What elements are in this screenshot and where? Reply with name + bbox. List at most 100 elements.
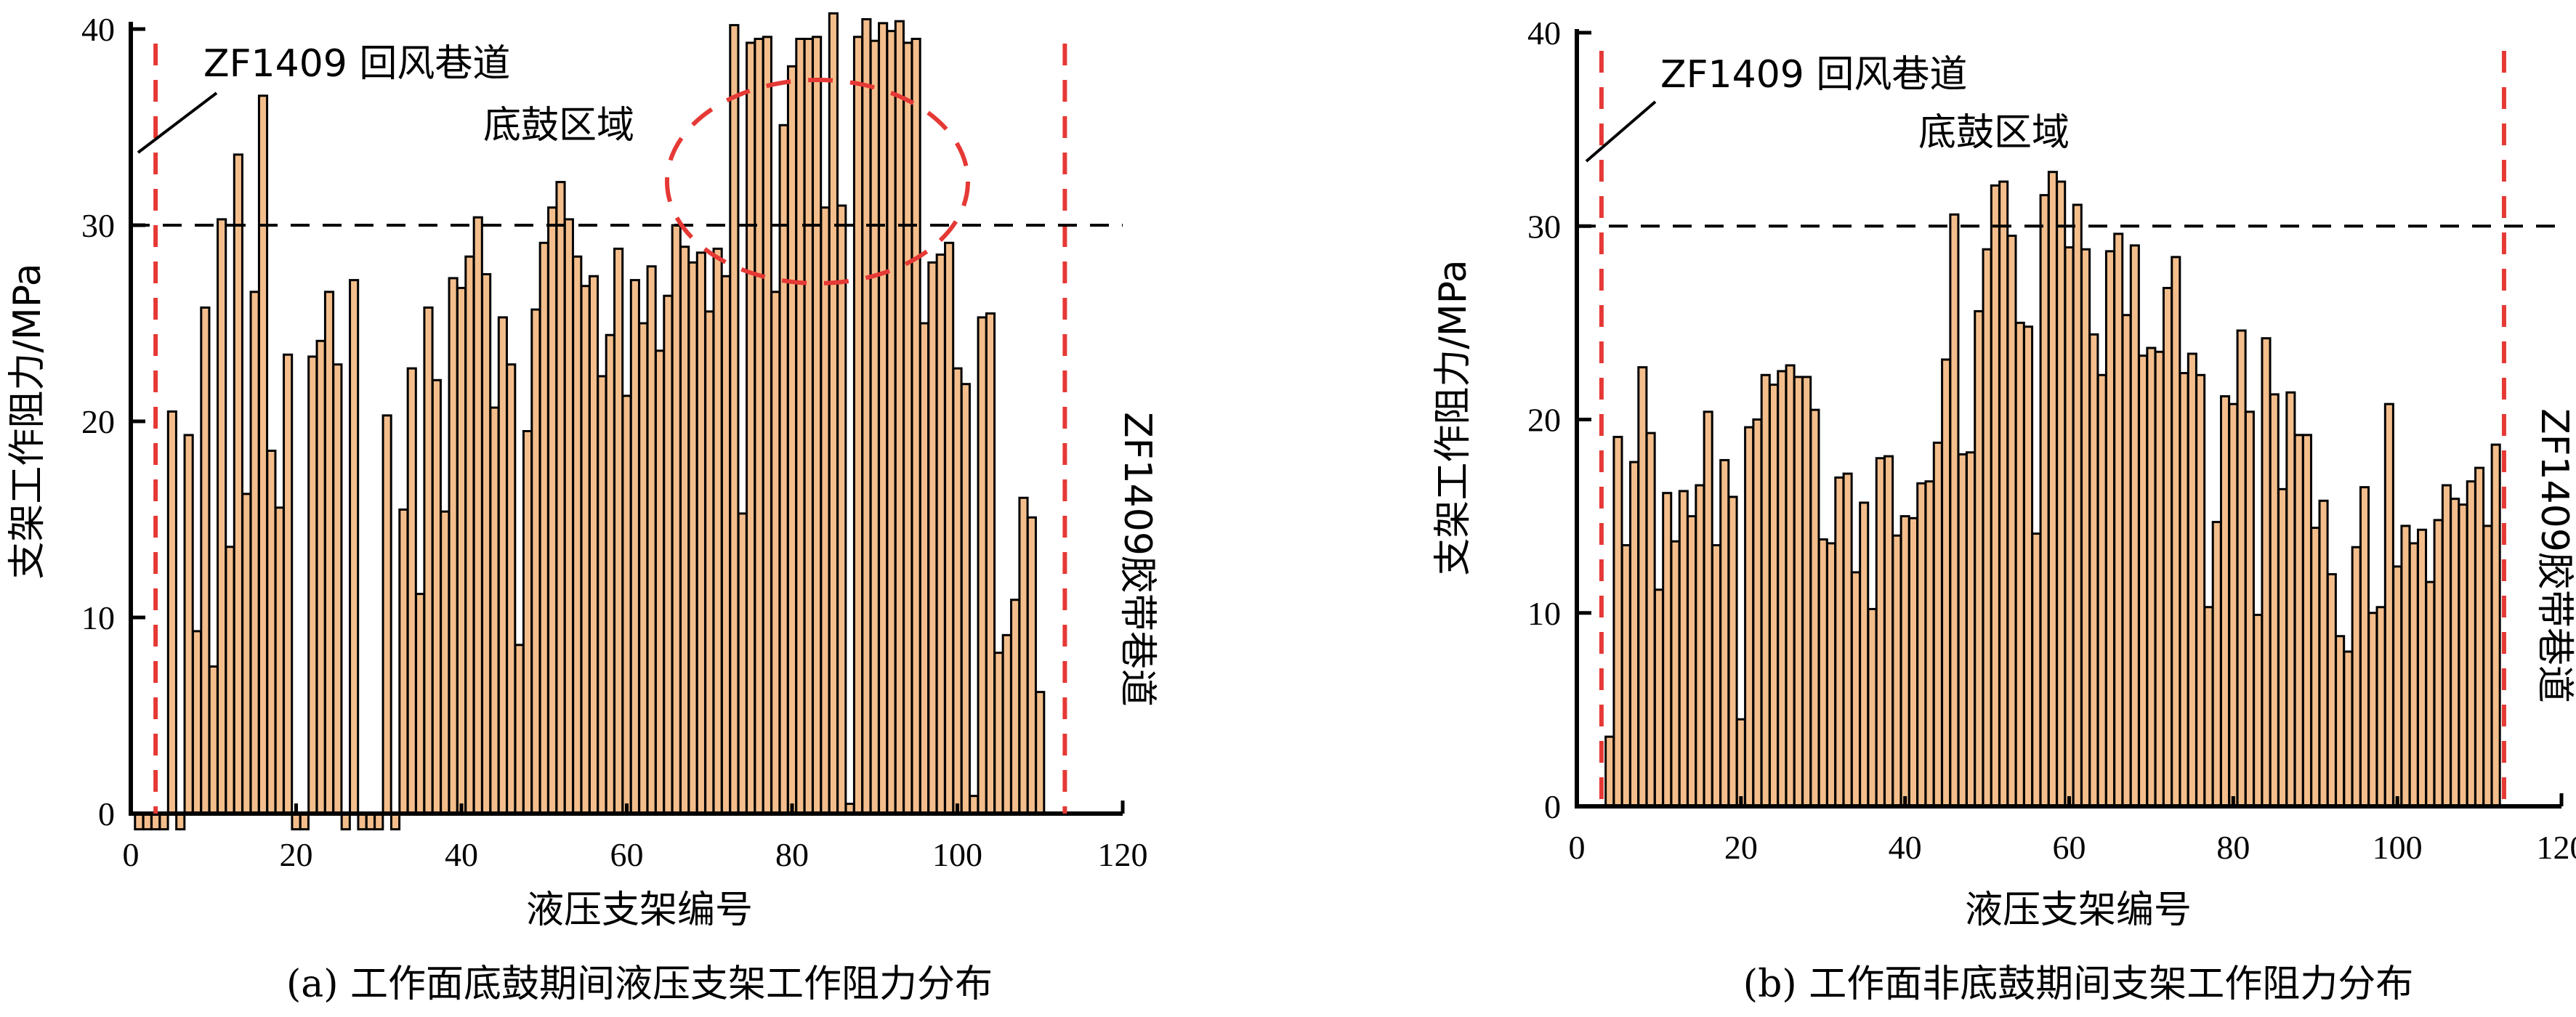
panel-a-bar [323, 291, 335, 815]
panel-b-bar [2138, 354, 2149, 808]
panel-b-bar [1793, 376, 1804, 808]
panel-b-bar [1883, 455, 1894, 808]
panel-a-bar [663, 294, 674, 815]
panel-b-bar [2417, 528, 2428, 808]
panel-a-bar [729, 24, 740, 815]
panel-b-bar [2195, 373, 2206, 808]
panel-a-bar [241, 493, 252, 815]
panel-b-bar [1678, 490, 1689, 808]
panel-a-bar [646, 265, 657, 815]
panel-a-bar [1010, 599, 1021, 815]
panel-a-bar [629, 279, 640, 815]
panel-b-bar [1875, 457, 1886, 808]
panel-a-bar [555, 181, 566, 815]
panel-a-bar [547, 206, 558, 815]
panel-b-bar [1760, 373, 1771, 808]
panel-a-bar [836, 204, 847, 815]
panel-a-bar [183, 434, 194, 815]
panel-a-bar [1035, 691, 1046, 815]
panel-a-x-tick-label: 60 [610, 836, 644, 873]
panel-b-bar [2433, 519, 2444, 808]
panel-a-bar [878, 22, 889, 815]
panel-a-bar [448, 277, 459, 815]
panel-a-bar [134, 812, 145, 831]
panel-a-bar [795, 38, 806, 815]
panel-a-caption: (a) 工作面底鼓期间液压支架工作阻力分布 [286, 963, 993, 1006]
panel-b-bar [1850, 571, 1861, 808]
panel-b-bar [1645, 431, 1656, 808]
panel-a-bar [770, 291, 781, 815]
panel-b-bar [2375, 606, 2386, 808]
panel-b-bar [1842, 472, 1853, 808]
panel-b-bar [2301, 434, 2312, 808]
panel-b-bar [1744, 426, 1755, 808]
panel-a-bar [497, 316, 508, 815]
panel-a-bar [605, 333, 615, 815]
panel-a-bar [381, 414, 392, 815]
panel-b-bar [2162, 286, 2173, 808]
panel-a-bar [704, 310, 715, 815]
panel-b-bar [1899, 515, 1910, 808]
panel-b-bar [1703, 410, 1713, 808]
panel-a-bar [431, 378, 442, 815]
panel-b-bar [2203, 606, 2214, 808]
panel-b-y-tick-label: 10 [1527, 595, 1561, 632]
panel-a-bar [357, 812, 368, 831]
panel-a-bar [440, 510, 451, 815]
panel-b-bar [2458, 503, 2468, 808]
panel-a-bar [166, 410, 177, 815]
panel-b-bar [2023, 325, 2034, 808]
panel-b-heave-zone-label: 底鼓区域 [1918, 111, 2070, 155]
panel-b-bar [1629, 461, 1640, 808]
panel-a-bar [208, 665, 219, 815]
panel-b-bar [2400, 524, 2411, 808]
panel-b-bar [2014, 321, 2025, 808]
panel-b-bar [2072, 203, 2083, 808]
panel-b-bar [1998, 180, 2009, 808]
panel-b-bar [2343, 650, 2354, 808]
panel-b-bar [1612, 435, 1623, 808]
panel-b-bar [2039, 194, 2050, 808]
panel-b-bar [1982, 248, 1992, 808]
panel-a-x-tick-label: 0 [123, 836, 140, 873]
panel-a-bar [671, 224, 682, 815]
panel-b-bar [1777, 370, 1788, 808]
panel-a-bar [481, 273, 492, 815]
panel-b-bar [2220, 395, 2231, 808]
panel-a-bar [514, 644, 525, 815]
panel-b-bar [2359, 486, 2370, 808]
panel-a-bar [464, 255, 475, 815]
panel-b-bar [1817, 538, 1828, 808]
panel-b-return-airway-label: ZF1409 回风巷道 [1660, 53, 1967, 97]
panel-a-bar [935, 254, 946, 815]
panel-b-bar [2228, 402, 2239, 808]
panel-b-bar [2031, 532, 2042, 808]
panel-a-bar [762, 36, 772, 815]
panel-a-bar [158, 812, 169, 831]
panel-a-bar [200, 306, 211, 815]
panel-a-bar [257, 94, 269, 815]
panel-a-bar [894, 20, 905, 815]
panel-b-x-tick-label: 0 [1569, 829, 1586, 866]
panel-a-return-airway-label: ZF1409 回风巷道 [203, 42, 510, 86]
panel-b-bar [2187, 352, 2197, 808]
panel-a-leader-line [137, 92, 218, 154]
panel-b-bar [1695, 484, 1705, 808]
panel-a-bar [952, 367, 963, 815]
panel-a-bar [530, 308, 541, 815]
panel-a-bar [886, 30, 897, 815]
panel-a-bar [299, 812, 310, 831]
panel-a-x-tick-label: 40 [445, 836, 478, 873]
panel-b-bar [2277, 487, 2288, 808]
panel-b-bar [1620, 544, 1631, 808]
panel-a-bar [969, 795, 980, 815]
panel-a-bar [456, 286, 467, 815]
panel-b-bar [2088, 333, 2099, 808]
panel-a-bar [944, 241, 955, 815]
panel-a-bar [349, 279, 360, 815]
panel-b-bar [2006, 235, 2017, 808]
panel-a-bar [191, 630, 203, 815]
panel-a-bar [563, 218, 574, 815]
panel-a-bar [175, 812, 186, 831]
